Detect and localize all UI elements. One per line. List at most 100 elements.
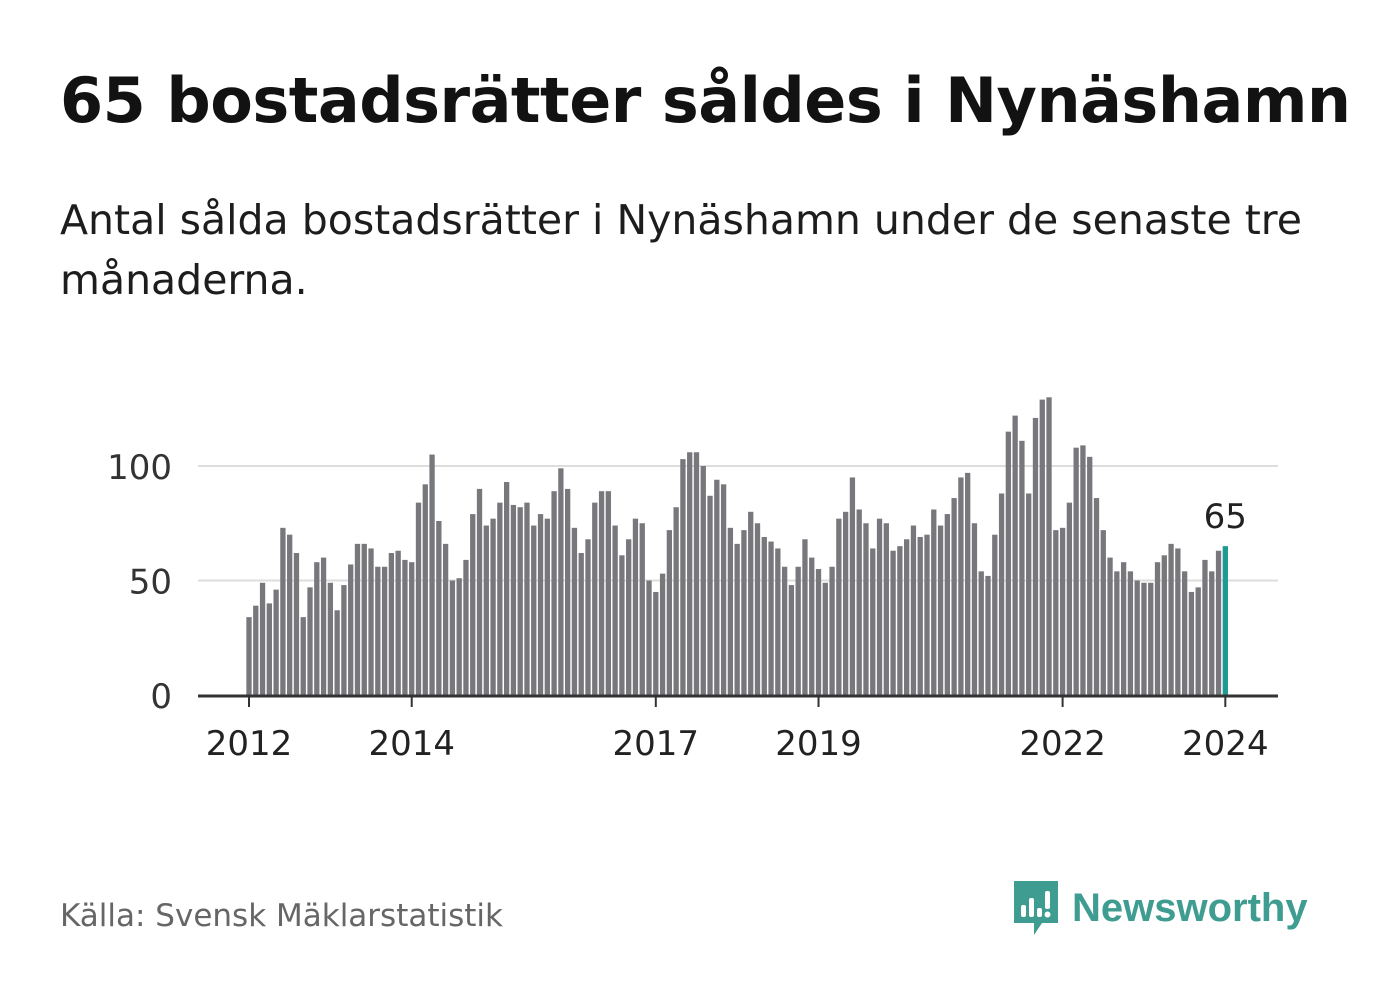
bar (890, 550, 896, 695)
bar (1215, 550, 1222, 695)
bar (327, 582, 334, 695)
bar (259, 582, 266, 695)
bar (761, 536, 767, 695)
bar (1087, 456, 1093, 695)
bar (415, 502, 422, 695)
bar (490, 518, 496, 695)
bar (1032, 417, 1039, 695)
brand-name: Newsworthy (1072, 885, 1308, 930)
data-label-latest: 65 (1204, 497, 1247, 537)
bar (266, 603, 272, 695)
bar (1148, 582, 1154, 695)
bar (585, 539, 591, 695)
bar (883, 523, 889, 695)
bar (531, 525, 537, 695)
bar (517, 507, 523, 695)
bar (1161, 555, 1167, 695)
bar (1053, 530, 1059, 695)
bar (849, 477, 856, 695)
bar (937, 525, 944, 695)
bar (1134, 580, 1140, 695)
bar (409, 562, 415, 695)
bar (422, 484, 428, 695)
bar (537, 514, 544, 695)
bar (626, 539, 632, 695)
bar (253, 605, 259, 695)
bar (917, 536, 923, 695)
bar (361, 543, 367, 695)
x-tick-label: 2019 (775, 724, 862, 764)
bar (388, 553, 395, 695)
bar (1154, 562, 1161, 695)
bar (273, 589, 279, 695)
bar (809, 557, 815, 695)
bar (551, 491, 557, 695)
bar (1168, 543, 1174, 695)
bar (293, 553, 300, 695)
bar (734, 543, 740, 695)
bar (815, 569, 822, 695)
bar (836, 518, 842, 695)
y-tick-label-0: 0 (150, 677, 172, 717)
bar (870, 548, 876, 695)
bar (876, 518, 883, 695)
bar (463, 559, 469, 695)
bar (605, 491, 611, 695)
bar (442, 543, 449, 695)
bar (978, 571, 984, 695)
bar (1100, 530, 1106, 695)
bar (1039, 399, 1045, 695)
bar (1188, 591, 1195, 695)
bar (639, 523, 645, 695)
bar (456, 578, 462, 695)
bar (429, 454, 435, 695)
bar (795, 566, 801, 695)
y-tick-label-50: 50 (129, 563, 172, 603)
bar (565, 488, 571, 695)
bar (1019, 440, 1025, 695)
bar (985, 575, 991, 695)
bar (1195, 587, 1201, 695)
bar (348, 564, 354, 695)
bar (287, 534, 293, 695)
bar (646, 580, 652, 695)
bar (476, 488, 483, 695)
bar (449, 580, 456, 695)
bar (951, 498, 957, 695)
bar (402, 559, 408, 695)
bar (497, 502, 503, 695)
bar (707, 495, 713, 695)
bar (524, 502, 530, 695)
bar (971, 523, 978, 695)
bar (1012, 415, 1018, 695)
bar (714, 479, 720, 695)
bar (788, 585, 795, 695)
bar (592, 502, 598, 695)
bar (693, 452, 700, 695)
bar (1120, 562, 1127, 695)
bar (653, 591, 659, 695)
bar (720, 484, 727, 695)
bar (578, 553, 584, 695)
bar (822, 582, 828, 695)
bar (754, 523, 761, 695)
bar (1080, 445, 1086, 695)
bar (307, 587, 313, 695)
bar (931, 509, 937, 695)
bar (700, 466, 706, 695)
bar (320, 557, 327, 695)
bar (998, 493, 1005, 695)
bar (280, 527, 286, 695)
bar (748, 511, 754, 695)
bar (802, 539, 808, 695)
bar (1141, 582, 1147, 695)
bar (1107, 557, 1113, 695)
bar (965, 472, 971, 695)
bar (619, 555, 625, 695)
bar (571, 527, 578, 695)
source-note: Källa: Svensk Mäklarstatistik (60, 898, 503, 934)
page-title: 65 bostadsrätter såldes i Nynäshamn (60, 64, 1351, 137)
bar (958, 477, 964, 695)
bar (673, 507, 679, 695)
chart-subtitle: Antal sålda bostadsrätter i Nynäshamn un… (60, 196, 1302, 304)
